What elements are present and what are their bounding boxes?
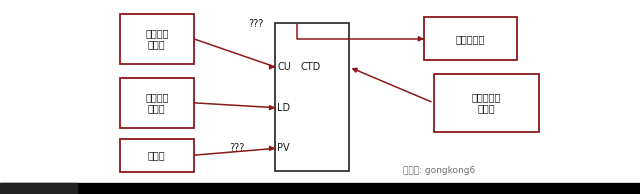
Text: LD: LD	[277, 103, 291, 113]
Text: 装载信号
输入端: 装载信号 输入端	[145, 92, 168, 114]
Text: 微信号: gongkong6: 微信号: gongkong6	[403, 166, 476, 175]
Text: 预设值: 预设值	[148, 150, 166, 160]
Text: 计数器类型
标识符: 计数器类型 标识符	[472, 92, 501, 114]
Text: CU: CU	[277, 62, 291, 72]
Text: 计数器编号: 计数器编号	[456, 34, 485, 44]
Bar	[0, 183, 77, 194]
Bar	[120, 78, 193, 128]
Bar	[120, 14, 193, 64]
Text: ???: ???	[229, 143, 244, 153]
Text: ???: ???	[248, 19, 264, 29]
Bar	[275, 23, 349, 171]
Bar	[0, 183, 640, 194]
Text: 计数脉冲
输入端: 计数脉冲 输入端	[145, 28, 168, 50]
Bar	[434, 74, 540, 132]
Text: CTD: CTD	[301, 62, 321, 72]
Bar	[120, 139, 193, 172]
Bar	[424, 17, 517, 60]
Text: PV: PV	[277, 143, 290, 153]
